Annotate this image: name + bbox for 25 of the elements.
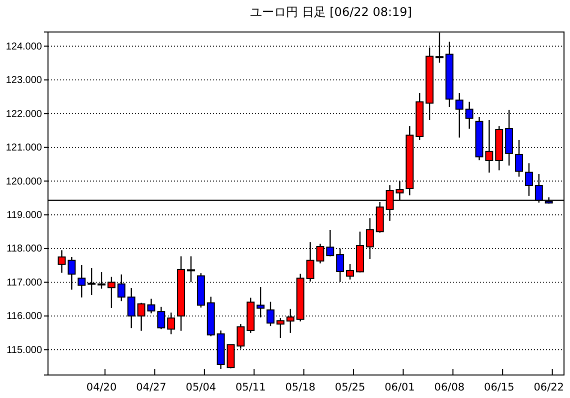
y-tick-label: 124.000 bbox=[6, 41, 42, 52]
chart-title: ユーロ円 日足 [06/22 08:19] bbox=[250, 5, 412, 19]
y-tick-label: 121.000 bbox=[6, 142, 42, 154]
y-tick-label: 116.000 bbox=[6, 311, 42, 322]
x-tick-label: 04/27 bbox=[136, 381, 166, 394]
x-tick-label: 05/25 bbox=[334, 381, 366, 394]
candlestick bbox=[58, 250, 66, 274]
x-tick-label: 04/20 bbox=[86, 381, 117, 394]
y-tick-label: 118.000 bbox=[6, 244, 42, 255]
y-tick-label: 119.000 bbox=[6, 210, 42, 221]
candlestick bbox=[276, 317, 284, 338]
x-tick-label: 06/01 bbox=[384, 381, 415, 394]
x-tick-label: 06/15 bbox=[484, 381, 514, 394]
y-tick-label: 122.000 bbox=[6, 108, 42, 120]
y-tick-label: 117.000 bbox=[6, 277, 42, 288]
x-tick-label: 05/11 bbox=[235, 381, 266, 394]
y-tick-label: 120.000 bbox=[6, 176, 42, 188]
candlestick bbox=[455, 92, 464, 138]
x-tick-label: 05/18 bbox=[285, 381, 316, 394]
candlestick bbox=[346, 263, 354, 280]
x-tick-label: 05/04 bbox=[186, 381, 216, 394]
y-tick-label: 123.000 bbox=[6, 75, 42, 86]
x-tick-label: 06/08 bbox=[434, 381, 465, 394]
y-tick-label: 115.000 bbox=[6, 344, 42, 356]
x-tick-label: 06/22 bbox=[534, 381, 564, 394]
